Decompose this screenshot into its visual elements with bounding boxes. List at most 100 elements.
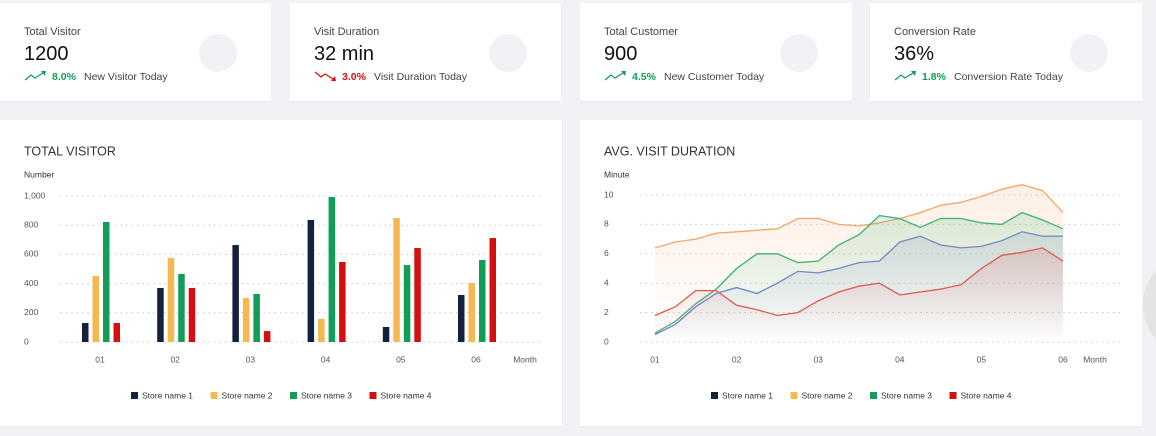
bar (113, 323, 120, 342)
line (654, 211, 1064, 334)
bar (479, 259, 486, 342)
kpi-title: Conversion Rate (894, 26, 976, 38)
bar (157, 287, 164, 342)
kpi-value: 900 (604, 43, 638, 65)
kpi-card: Total Customer 900 4.5% New Customer Today (580, 3, 852, 101)
y-tick-label: 8 (604, 219, 609, 229)
kpi-icon (1070, 34, 1108, 72)
kpi-card: Visit Duration 32 min 3.0% Visit Duration T… (290, 3, 561, 101)
chart-title: TOTAL VISITOR (24, 144, 116, 158)
bar (489, 238, 496, 342)
y-tick-label: 600 (24, 249, 38, 259)
kpi-change: 8.0% (52, 71, 76, 83)
legend-swatch (711, 392, 718, 399)
line (654, 184, 1064, 249)
bar (468, 283, 475, 342)
x-tick-label: 06 (1058, 354, 1068, 364)
x-axis-label: Month (513, 354, 537, 364)
scroll-handle (1143, 270, 1156, 340)
legend-label: Store name 3 (301, 390, 352, 400)
bar (92, 276, 99, 342)
y-axis-label: Number (24, 169, 54, 179)
legend-swatch (949, 392, 957, 399)
legend-swatch (870, 392, 877, 399)
trend-icon (894, 71, 916, 81)
trend-icon (314, 71, 336, 81)
x-tick-label: 05 (396, 354, 406, 364)
y-tick-label: 800 (24, 219, 38, 229)
kpi-icon (199, 34, 237, 72)
kpi-value: 1200 (24, 43, 69, 65)
kpi-title: Total Visitor (24, 26, 81, 38)
x-tick-label: 06 (471, 354, 481, 364)
chart-title: AVG. VISIT DURATION (604, 144, 735, 158)
y-tick-label: 4 (604, 277, 609, 287)
bar (242, 298, 250, 342)
kpi-icon (780, 34, 818, 72)
legend-label: Store name 2 (222, 390, 273, 400)
bar (178, 273, 185, 342)
bar (263, 331, 271, 342)
bar (328, 197, 336, 342)
bar (403, 265, 411, 342)
legend-label: Store name 4 (961, 390, 1012, 400)
x-tick-label: 05 (977, 354, 987, 364)
y-tick-label: 0 (604, 336, 609, 346)
kpi-change: 4.5% (632, 71, 656, 83)
kpi-change: 3.0% (342, 71, 366, 83)
y-tick-label: 400 (24, 278, 38, 288)
trend-icon (24, 71, 46, 81)
bar (393, 218, 400, 342)
bar (339, 261, 346, 342)
bar (232, 245, 239, 342)
y-axis-label: Minute (604, 169, 630, 179)
bar (253, 293, 260, 342)
chart-card (0, 120, 562, 426)
x-tick-label: 02 (170, 354, 180, 364)
bar (382, 326, 390, 342)
legend-swatch (790, 392, 798, 399)
kpi-note: New Visitor Today (84, 71, 168, 83)
bar (414, 247, 421, 342)
y-tick-label: 200 (24, 307, 38, 317)
y-tick-label: 1,000 (24, 190, 46, 200)
kpi-icon (489, 34, 527, 72)
bar (318, 318, 325, 342)
legend-swatch (290, 392, 297, 399)
trend-icon (604, 71, 626, 81)
y-tick-label: 0 (24, 336, 29, 346)
legend-label: Store name 1 (722, 390, 773, 400)
kpi-note: New Customer Today (664, 71, 765, 83)
y-tick-label: 2 (604, 307, 609, 317)
x-axis-label: Month (1083, 354, 1107, 364)
bar (188, 287, 196, 342)
x-tick-label: 04 (895, 354, 905, 364)
y-tick-label: 6 (604, 248, 609, 258)
bar (458, 294, 465, 342)
line (654, 247, 1064, 317)
bar (307, 219, 315, 342)
y-tick-label: 10 (604, 189, 614, 199)
bar (82, 323, 89, 342)
kpi-value: 32 min (314, 43, 375, 65)
x-tick-label: 03 (246, 354, 256, 364)
x-tick-label: 04 (321, 354, 331, 364)
legend-swatch (210, 392, 218, 399)
kpi-note: Conversion Rate Today (954, 71, 1063, 83)
x-tick-label: 02 (732, 354, 742, 364)
kpi-title: Visit Duration (314, 26, 380, 38)
area (655, 247, 1063, 342)
legend-label: Store name 2 (802, 390, 853, 400)
x-tick-label: 01 (650, 354, 660, 364)
legend-label: Store name 1 (142, 390, 193, 400)
legend-swatch (131, 392, 138, 399)
kpi-card: Total Visitor 1200 8.0% New Visitor Today (0, 3, 271, 101)
x-tick-label: 03 (813, 354, 823, 364)
bar (167, 258, 175, 342)
x-tick-label: 01 (95, 354, 105, 364)
legend-swatch (369, 392, 377, 399)
kpi-card: Conversion Rate 36% 1.8% Conversion Rate To… (870, 3, 1142, 101)
kpi-title: Total Customer (604, 26, 678, 38)
